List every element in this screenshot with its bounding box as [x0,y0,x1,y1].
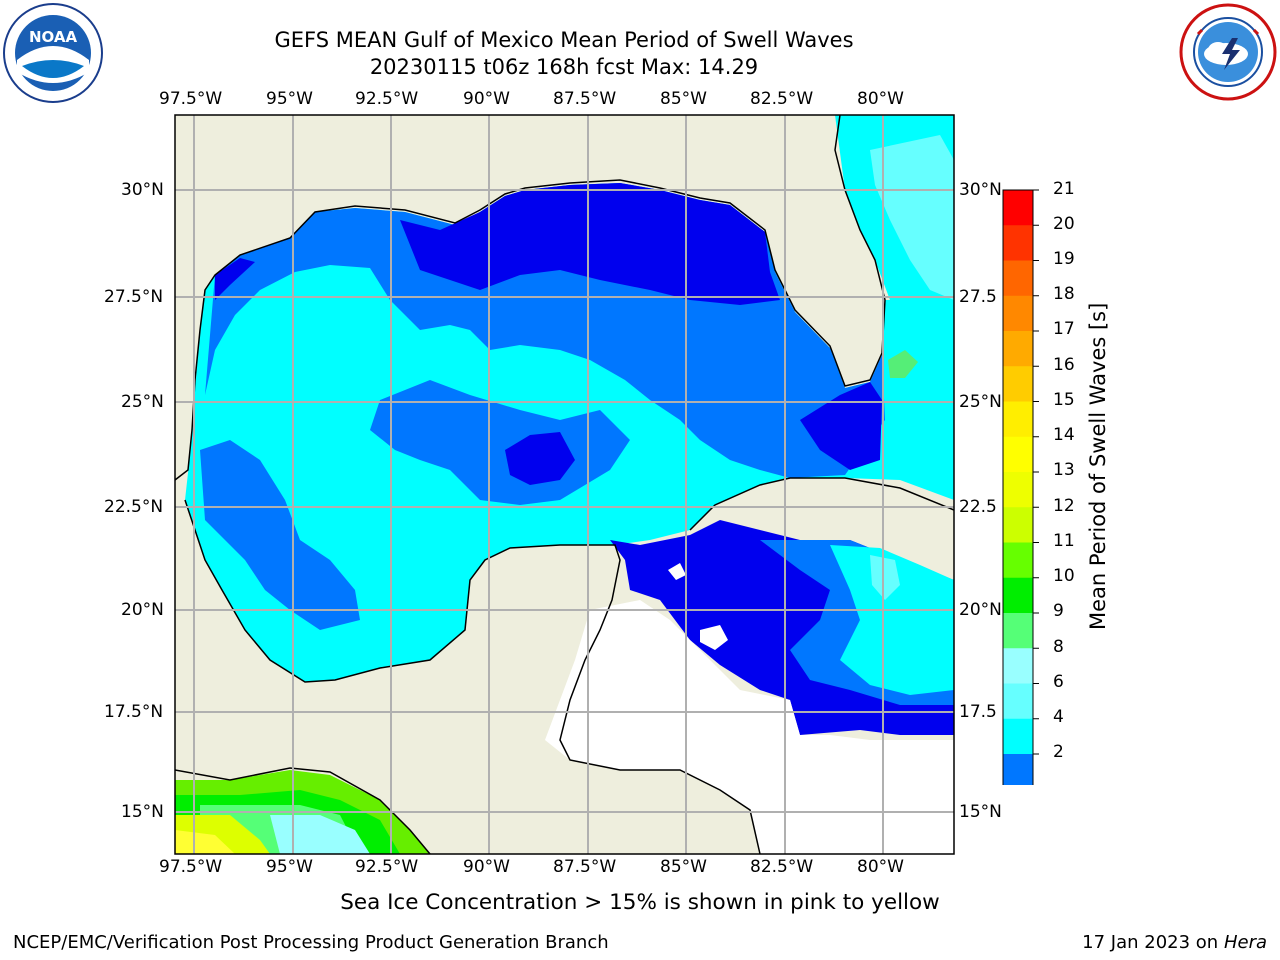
lat-label-left: 15°N [121,802,164,822]
colorbar-segment [1003,436,1033,473]
lon-label-top: 90°W [463,89,510,109]
lon-label-top: 95°W [266,89,313,109]
nws-logo [1178,2,1278,102]
caribbean-region-6-8s [830,545,954,695]
colorbar-tick-label: 17 [1053,319,1075,339]
colorbar-segment [1003,613,1033,649]
colorbar-tick-label: 9 [1053,601,1064,621]
lat-label-left: 20°N [121,600,164,620]
lon-label-top: 87.5°W [553,89,617,109]
gulf-region-2-4s [505,432,575,485]
chart-title: GEFS MEAN Gulf of Mexico Mean Period of … [274,28,854,52]
lat-label-left: 30°N [121,180,164,200]
caribbean-gap [668,563,686,580]
colorbar-segment [1003,754,1033,785]
colorbar-tick-label: 14 [1053,425,1075,445]
colorbar-segment [1003,331,1033,367]
colorbar-tick-label: 6 [1053,672,1064,692]
footer-host: Hera [1223,932,1267,953]
bahamas-region-9-10s [888,350,918,378]
colorbar-segment [1003,225,1033,261]
colorbar-segment [1003,260,1033,297]
sea-ice-note: Sea Ice Concentration > 15% is shown in … [340,890,940,915]
colorbar-tick-label: 18 [1053,284,1075,304]
colorbar-segment [1003,401,1033,438]
lon-label-top: 97.5°W [159,89,223,109]
lon-label-top: 80°W [857,89,904,109]
map-frame [174,114,955,855]
colorbar-segment [1003,507,1033,543]
lat-label-right: 20°N [959,600,1002,620]
colorbar-segment [1003,472,1033,508]
colorbar-tick-label: 16 [1053,355,1075,375]
lon-label-top: 85°W [660,89,707,109]
colorbar-segment [1003,542,1033,579]
footer-date-text: 17 Jan 2023 on [1082,932,1224,953]
gridlines [175,115,954,854]
caribbean-gap [700,625,728,650]
lon-label-bottom: 97.5°W [159,857,223,877]
colorbar-tick-label: 20 [1053,214,1075,234]
colorbar-tick-label: 8 [1053,637,1064,657]
lon-label-bottom: 82.5°W [750,857,814,877]
lat-label-right: 17.5 [959,702,997,722]
footer-credit: NCEP/EMC/Verification Post Processing Pr… [13,932,609,953]
lon-label-top: 92.5°W [355,89,419,109]
lat-label-left: 27.5°N [104,287,164,307]
gulf-region-2-4s [800,382,882,470]
noaa-logo-text: NOAA [29,28,78,46]
caribbean-region-8-9s [870,555,900,600]
colorbar-segment [1003,190,1033,226]
colorbar-tick-label: 19 [1053,249,1075,269]
colorbar-tick-label: 10 [1053,566,1075,586]
lat-label-left: 17.5°N [104,702,164,722]
colorbar-tick-label: 2 [1053,742,1064,762]
lat-label-left: 22.5°N [104,497,164,517]
colorbar-tick-label: 13 [1053,460,1075,480]
lon-label-bottom: 87.5°W [553,857,617,877]
gulf-region-2-4s [215,258,255,300]
colorbar-segment [1003,366,1033,402]
lat-label-right: 15°N [959,802,1002,822]
colorbar-segment [1003,577,1033,614]
noaa-logo: NOAA [2,2,104,104]
lat-label-left: 25°N [121,392,164,412]
lon-label-bottom: 92.5°W [355,857,419,877]
pacific-region-8-9s [270,815,370,854]
lat-label-right: 27.5 [959,287,997,307]
colorbar-segment [1003,718,1033,755]
colorbar-segment [1003,683,1033,720]
lon-label-bottom: 85°W [660,857,707,877]
footer-date: 17 Jan 2023 on Hera [1082,932,1267,953]
no-data-area [545,600,954,854]
colorbar [1002,189,1039,785]
gulf-region-4-6s [200,440,360,630]
colorbar-frame [1002,189,1034,785]
colorbar-tick-label: 4 [1053,707,1064,727]
colorbar-label: Mean Period of Swell Waves [s] [1086,302,1110,630]
colorbar-tick-label: 11 [1053,531,1075,551]
lon-label-bottom: 80°W [857,857,904,877]
atlantic-region-8-9s [870,135,954,300]
lon-label-top: 82.5°W [750,89,814,109]
colorbar-segment [1003,648,1033,684]
lon-label-bottom: 90°W [463,857,510,877]
lat-label-right: 30°N [959,180,1002,200]
colorbar-segment [1003,295,1033,332]
lon-label-bottom: 95°W [266,857,313,877]
pacific-region-14-15s [175,830,235,854]
chart-subtitle: 20230115 t06z 168h fcst Max: 14.29 [369,55,759,79]
lat-label-right: 22.5 [959,497,997,517]
colorbar-tick-label: 15 [1053,390,1075,410]
lat-label-right: 25°N [959,392,1002,412]
gulf-region-4-6s [370,380,630,505]
colorbar-tick-label: 21 [1053,179,1075,199]
colorbar-tick-label: 12 [1053,496,1075,516]
